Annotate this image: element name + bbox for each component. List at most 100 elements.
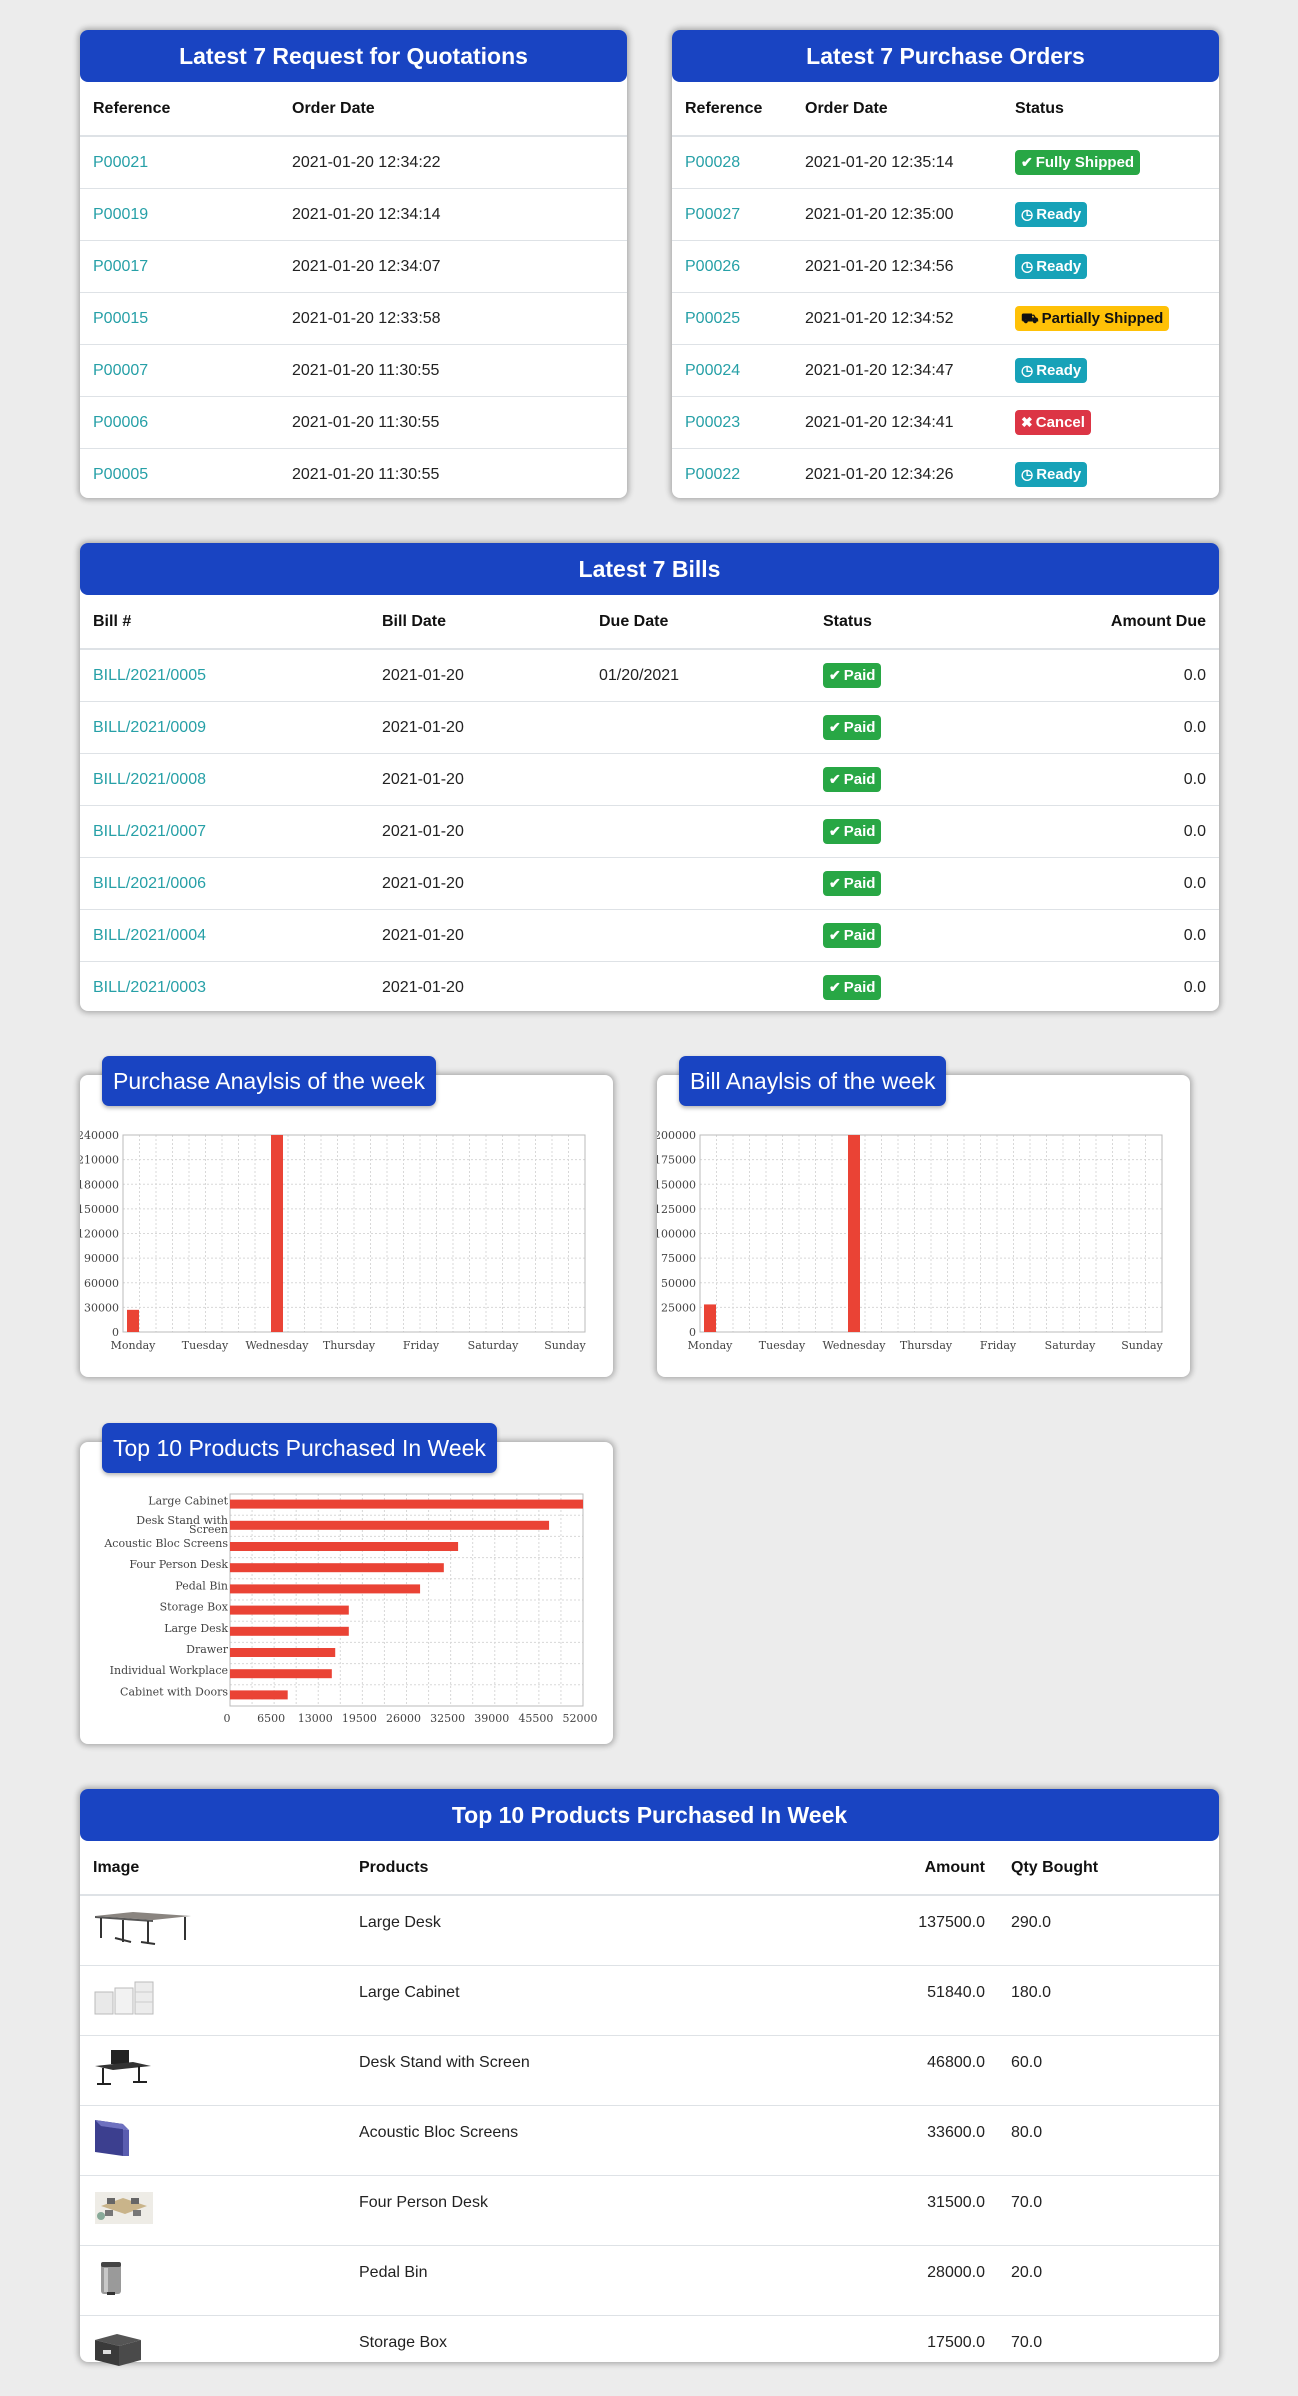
product-name-cell: Large Desk [359,1914,441,1931]
bill-analysis-chart: 0 25000 50000 75000 100000 125000 150000 175000… [657,1129,1164,1352]
table-row: P00021 2021-01-20 12:34:22 [80,136,627,189]
reference-link[interactable]: P00015 [93,309,149,327]
table-row: P00025 2021-01-20 12:34:52 ⛟ Partially Ship… [672,292,1219,345]
reference-link[interactable]: P00023 [685,413,741,431]
reference-link[interactable]: P00017 [93,257,149,275]
status-label: Paid [843,667,876,684]
order-date-cell: 2021-01-20 12:33:58 [279,292,627,345]
due-date-cell [586,961,810,1013]
y-tick-label: 120000 [80,1228,119,1241]
x-tick-label: Saturday [1045,1339,1096,1352]
bill-link[interactable]: BILL/2021/0006 [93,874,206,892]
product-name-cell: Storage Box [346,2315,772,2385]
bill-link[interactable]: BILL/2021/0009 [93,718,206,736]
check-icon: ✔ [829,667,841,683]
check-icon: ✔ [829,927,841,943]
x-tick-label: Saturday [468,1339,519,1352]
amount-due-cell: 0.0 [1036,753,1219,806]
table-row: P00007 2021-01-20 11:30:55 [80,344,627,397]
purchase-chart-card: 0 30000 60000 90000 120000 150000 180000 210000… [80,1075,613,1377]
status-label: Fully Shipped [1035,154,1135,171]
table-row: Storage Box 17500.0 70.0 [80,2315,1219,2385]
bill-chart-card: 0 25000 50000 75000 100000 125000 150000 175000… [657,1075,1190,1377]
bar-desk-stand-with-screen [230,1520,550,1530]
reference-link[interactable]: P00028 [685,153,741,171]
bar-label-pedal-bin: Pedal Bin [175,1579,228,1592]
order-date-cell: 2021-01-20 12:34:47 [792,344,1002,397]
reference-link[interactable]: P00026 [685,257,741,275]
bill-number-cell: BILL/2021/0003 [80,961,369,1013]
bills-card: Latest 7 Bills Bill # Bill Date Due Date… [80,543,1219,1013]
reference-link[interactable]: P00024 [685,361,741,379]
reference-cell: P00005 [80,448,279,500]
due-date-cell: 01/20/2021 [599,666,680,684]
amount-cell: 31500.0 [772,2175,998,2246]
reference-link[interactable]: P00027 [685,205,741,223]
reference-link[interactable]: P00021 [93,153,149,171]
products-title: Top 10 Products Purchased In Week [80,1789,1219,1841]
reference-cell: P00026 [672,240,792,293]
bill-date-cell: 2021-01-20 [382,666,464,684]
rfq-card: Latest 7 Request for Quotations Referenc… [80,30,627,500]
x-tick-label: 0 [224,1712,231,1725]
bill-link[interactable]: BILL/2021/0005 [93,666,206,684]
x-tick-label: 26000 [386,1712,421,1725]
image-cell [80,2035,346,2106]
bill-link[interactable]: BILL/2021/0003 [93,978,206,996]
status-cell: ⛟ Partially Shipped [1002,292,1219,345]
reference-link[interactable]: P00005 [93,465,149,483]
bill-number-cell: BILL/2021/0005 [80,649,369,702]
x-tick-label: 13000 [298,1712,333,1725]
qty-cell: 20.0 [998,2245,1219,2316]
check-icon: ✔ [829,875,841,891]
plot-frame [229,1493,584,1707]
status-badge: ✔ Paid [823,767,882,792]
chart-grid [122,1134,586,1333]
reference-link[interactable]: P00007 [93,361,149,379]
col-qty-bought: Qty Bought [998,1841,1219,1896]
order-date-cell: 2021-01-20 12:34:56 [792,240,1002,293]
reference-link[interactable]: P00022 [685,465,741,483]
truck-icon: ⛟ [1021,310,1039,326]
pedal-bin-image [93,2258,333,2303]
table-row: P00027 2021-01-20 12:35:00 ◷ Ready [672,188,1219,241]
table-row: P00024 2021-01-20 12:34:47 ◷ Ready [672,344,1219,397]
bill-link[interactable]: BILL/2021/0004 [93,926,206,944]
reference-link[interactable]: P00006 [93,413,149,431]
bill-link[interactable]: BILL/2021/0007 [93,822,206,840]
reference-link[interactable]: P00025 [685,309,741,327]
x-tick-label: Friday [980,1339,1017,1352]
check-icon: ✔ [829,823,841,839]
due-date-cell [586,909,810,962]
amount-due-cell: 0.0 [1036,805,1219,858]
qty-cell: 180.0 [998,1965,1219,2036]
bar-label-four-person-desk: Four Person Desk [129,1558,228,1571]
due-date-cell [586,805,810,858]
clock-icon: ◷ [1021,466,1034,482]
due-date-cell [586,753,810,806]
amount-due-cell: 0.0 [1036,909,1219,962]
col-due-date: Due Date [586,595,810,650]
col-bill-number: Bill # [80,595,369,650]
reference-link[interactable]: P00019 [93,205,149,223]
y-tick-label: 90000 [84,1252,119,1265]
product-name-cell: Large Cabinet [346,1965,772,2036]
x-tick-label: Thursday [900,1339,953,1352]
bill-link[interactable]: BILL/2021/0008 [93,770,206,788]
qty-cell: 80.0 [998,2105,1219,2176]
po-title: Latest 7 Purchase Orders [672,30,1219,82]
table-row: P00028 2021-01-20 12:35:14 ✔ Fully Shipped [672,136,1219,189]
bar-label-acoustic-bloc-screens: Acoustic Bloc Screens [103,1537,228,1550]
reference-cell: P00027 [672,188,792,241]
x-tick-label: Sunday [544,1339,586,1352]
x-tick-label: Friday [403,1339,440,1352]
desk-stand-image [93,2048,333,2093]
amount-due-cell: 0.0 [1036,857,1219,910]
product-name-cell: Four Person Desk [346,2175,772,2246]
status-cell: ✔ Fully Shipped [1002,136,1219,189]
image-cell [80,2315,346,2385]
chart-grid [699,1134,1163,1333]
status-badge: ✔ Paid [823,663,882,688]
bill-date-cell: 2021-01-20 [369,753,586,806]
bill-date-cell: 2021-01-20 [369,909,586,962]
